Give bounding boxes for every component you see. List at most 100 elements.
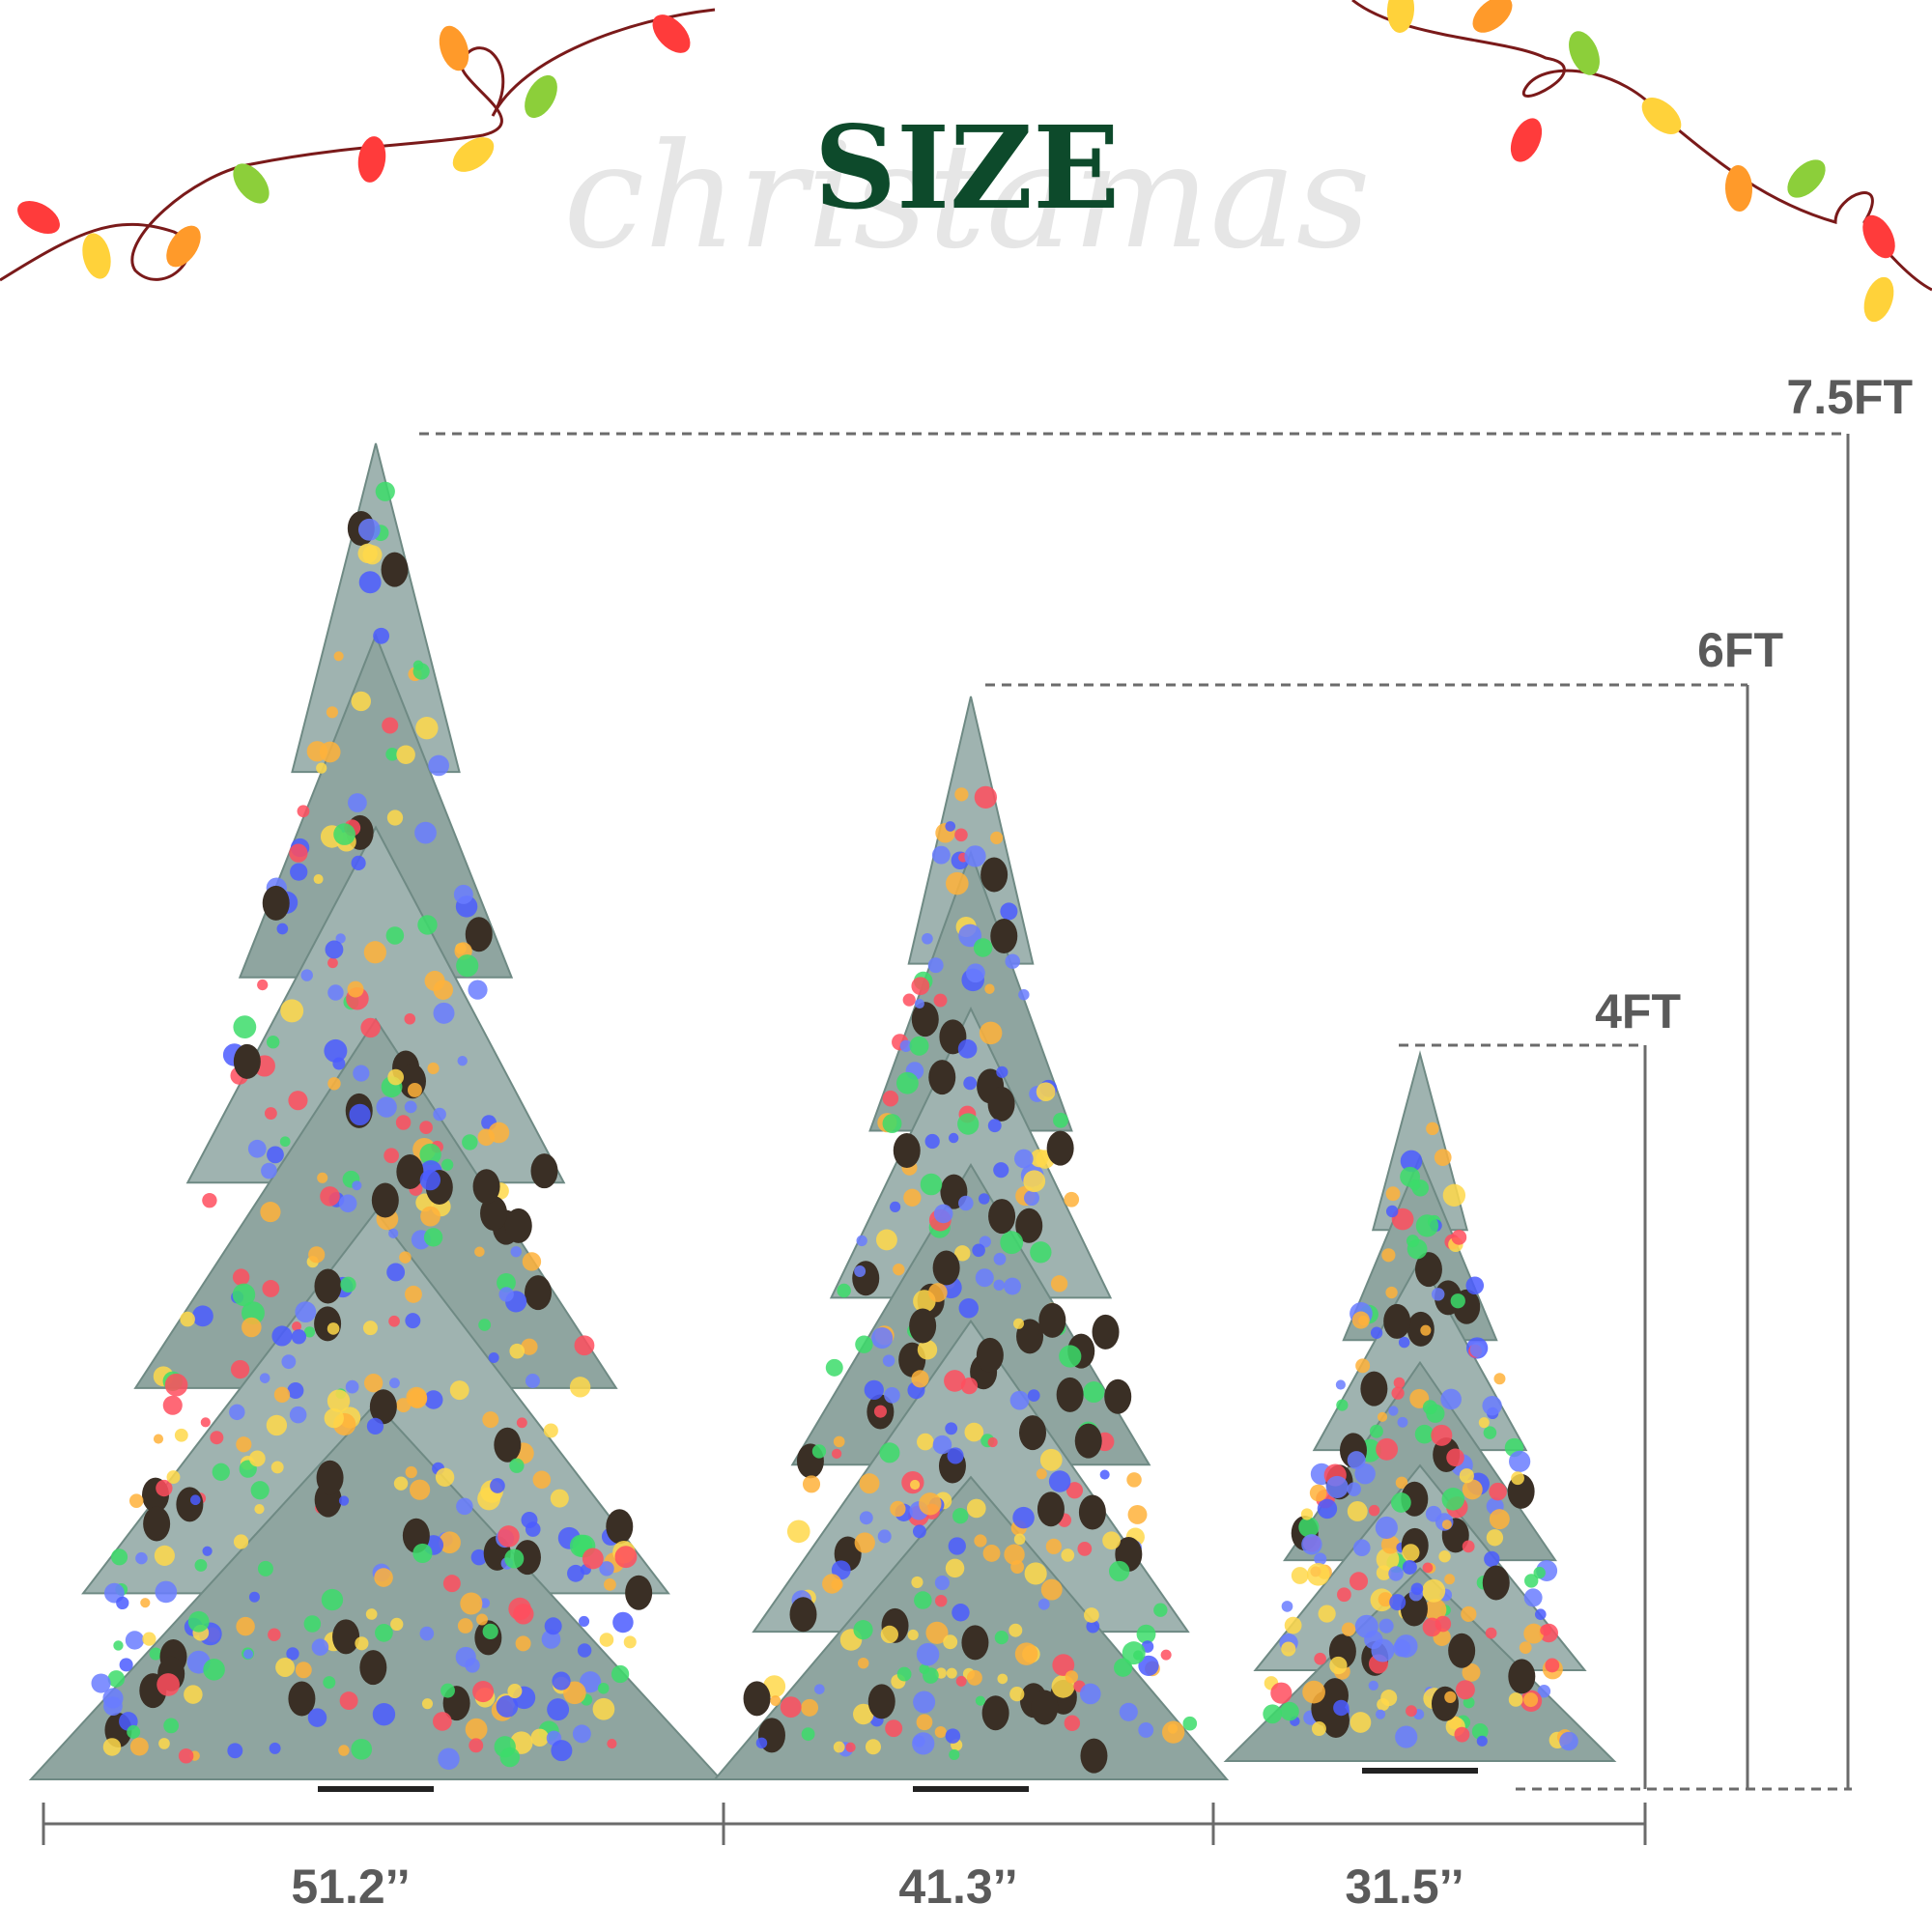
light — [419, 1169, 441, 1191]
light — [156, 1479, 173, 1497]
light — [964, 1422, 984, 1442]
width-label: 41.3’’ — [898, 1860, 1017, 1914]
light — [1482, 1395, 1502, 1416]
light — [1455, 1680, 1475, 1700]
light — [339, 1691, 358, 1711]
light — [250, 1481, 270, 1500]
light — [386, 810, 404, 826]
light — [202, 1192, 217, 1208]
light — [142, 1632, 156, 1646]
light — [1450, 1293, 1465, 1309]
light — [254, 1504, 265, 1515]
pine-cone — [1031, 1690, 1059, 1725]
light — [954, 787, 969, 802]
light — [1000, 902, 1018, 921]
light — [822, 1574, 842, 1594]
pine-cone — [1092, 1314, 1120, 1350]
light — [163, 1718, 180, 1734]
light — [129, 1737, 149, 1756]
light — [116, 1596, 129, 1610]
light — [1013, 1533, 1026, 1546]
light — [236, 1436, 252, 1453]
pine-cone — [1016, 1319, 1044, 1354]
light — [1064, 1191, 1080, 1208]
light — [916, 1642, 940, 1666]
light — [327, 984, 344, 1001]
light — [525, 1521, 541, 1537]
light — [393, 1476, 409, 1491]
light — [831, 1448, 842, 1459]
light — [525, 1374, 540, 1388]
light — [1545, 1658, 1560, 1673]
light — [914, 1591, 932, 1609]
light — [414, 821, 437, 844]
width-label: 51.2’’ — [291, 1860, 410, 1914]
light — [1462, 1479, 1483, 1500]
light — [1398, 1336, 1410, 1349]
bulb — [525, 74, 557, 119]
light — [257, 979, 269, 991]
light — [1476, 1735, 1488, 1747]
pine-cone — [369, 1389, 397, 1425]
light — [212, 1463, 230, 1481]
light — [321, 1588, 344, 1611]
light — [1425, 1505, 1442, 1522]
pine-cone — [262, 885, 290, 921]
light — [532, 1470, 552, 1490]
light — [497, 1273, 516, 1293]
light — [504, 1548, 525, 1569]
light — [1402, 1559, 1417, 1575]
light — [857, 1657, 869, 1669]
light — [456, 954, 479, 978]
light — [490, 1478, 505, 1493]
light — [1027, 1389, 1040, 1402]
light — [1444, 1690, 1457, 1704]
light — [515, 1635, 531, 1652]
pine-cone — [911, 1002, 939, 1037]
light — [372, 1702, 396, 1726]
light — [1064, 1715, 1081, 1731]
light — [1040, 1578, 1063, 1601]
light — [934, 1575, 950, 1591]
light — [945, 821, 956, 832]
light — [338, 1745, 350, 1756]
light — [1030, 1149, 1049, 1168]
light — [1508, 1692, 1523, 1707]
light — [384, 1148, 399, 1164]
light — [879, 1442, 900, 1463]
light — [947, 1447, 964, 1464]
light — [200, 1417, 211, 1428]
light — [362, 545, 383, 565]
light — [187, 1610, 210, 1633]
light — [516, 1417, 527, 1429]
light — [1314, 1652, 1326, 1665]
light — [1337, 1587, 1351, 1603]
pine-cone — [359, 1650, 387, 1686]
light — [420, 1206, 440, 1227]
light — [932, 1435, 952, 1455]
light — [289, 1406, 307, 1424]
light — [324, 1407, 344, 1429]
pine-cone — [976, 1337, 1004, 1373]
light — [349, 1103, 371, 1126]
light — [580, 1671, 602, 1693]
light — [510, 1246, 522, 1258]
light — [125, 1631, 145, 1650]
light — [1005, 953, 1020, 969]
light — [247, 1139, 267, 1158]
light — [373, 627, 390, 644]
light — [801, 1698, 819, 1717]
light — [973, 938, 993, 957]
pine-cone — [625, 1575, 653, 1610]
light-strings — [0, 0, 1932, 323]
light — [387, 1068, 405, 1086]
light — [541, 1630, 561, 1649]
light — [1422, 1578, 1446, 1603]
light — [1414, 1424, 1435, 1444]
light — [388, 1228, 399, 1239]
light — [882, 1090, 899, 1107]
light — [1426, 1122, 1439, 1136]
pine-cone — [961, 1625, 989, 1661]
bulb — [357, 136, 386, 183]
tree — [28, 442, 724, 1792]
